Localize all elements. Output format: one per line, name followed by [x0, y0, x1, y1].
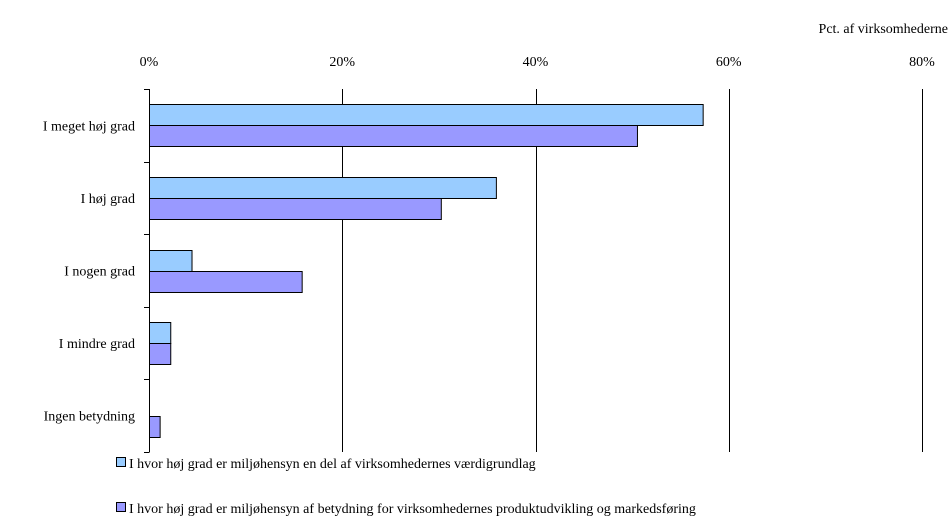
legend-swatch — [116, 457, 126, 467]
x-tick-label: 0% — [140, 55, 159, 70]
bar-series-2 — [149, 271, 303, 293]
axes — [144, 89, 150, 453]
bar-series-2 — [149, 343, 172, 365]
bar-series-2 — [149, 198, 442, 220]
gridlines — [342, 89, 923, 452]
legend-label: I hvor høj grad er miljøhensyn af betydn… — [129, 502, 696, 517]
x-tick-labels: 0% 20% 40% 60% 80% — [140, 55, 936, 70]
bar-series-1 — [149, 177, 497, 199]
category-label: I mindre grad — [59, 337, 135, 352]
legend: I hvor høj grad er miljøhensyn en del af… — [116, 457, 696, 517]
bars — [149, 104, 704, 438]
x-axis-unit-label: Pct. af virksomhederne — [819, 22, 948, 37]
category-label: I nogen grad — [64, 265, 135, 280]
x-tick-label: 20% — [329, 55, 355, 70]
bar-series-1 — [149, 104, 704, 126]
x-tick-label: 60% — [716, 55, 742, 70]
bar-series-1 — [149, 322, 172, 344]
category-label: I høj grad — [81, 192, 135, 207]
category-label: I meget høj grad — [43, 119, 135, 134]
category-labels: I meget høj grad I høj grad I nogen grad I … — [43, 119, 135, 424]
legend-swatch — [116, 502, 126, 512]
bar-series-2 — [149, 416, 161, 438]
bar-series-2 — [149, 125, 638, 147]
legend-label: I hvor høj grad er miljøhensyn en del af… — [129, 457, 536, 472]
x-tick-label: 80% — [909, 55, 935, 70]
x-tick-label: 40% — [523, 55, 549, 70]
category-label: Ingen betydning — [44, 410, 135, 425]
bar-series-1 — [149, 250, 193, 272]
